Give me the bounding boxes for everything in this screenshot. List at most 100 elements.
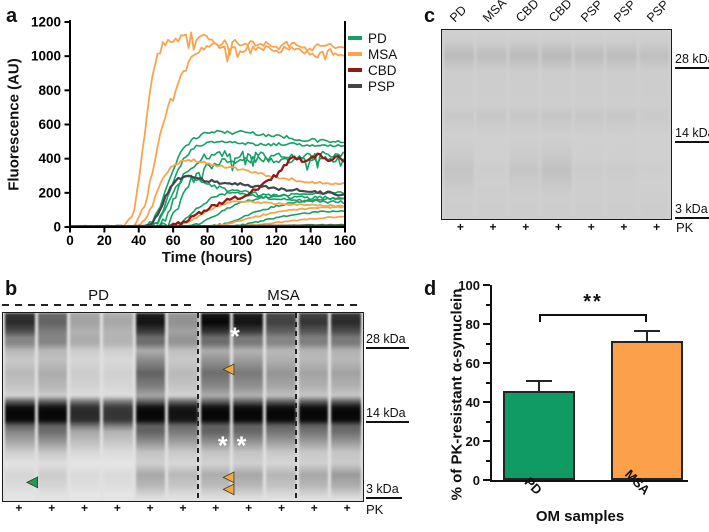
d-y-tick bbox=[483, 401, 490, 403]
a-axes bbox=[69, 20, 346, 228]
blot-c-lane-1 bbox=[444, 30, 475, 219]
a-y-tick-label: 800 bbox=[38, 83, 61, 98]
c-pk-plus: + bbox=[587, 220, 595, 234]
legend-label-psp: PSP bbox=[368, 78, 396, 94]
d-y-tick bbox=[483, 284, 490, 286]
d-y-tick-label: 100 bbox=[458, 278, 480, 293]
d-x-axis bbox=[490, 480, 688, 482]
d-y-tick bbox=[483, 479, 490, 481]
blot-b-lane-8 bbox=[233, 313, 264, 501]
blot-b-lane-9 bbox=[266, 313, 296, 501]
c-lane-label-psp-5: PSP bbox=[578, 0, 606, 25]
a-x-tick-label: 140 bbox=[299, 233, 322, 248]
series-line-msa bbox=[69, 158, 345, 228]
b-marker-3kda-label: 3 kDa bbox=[366, 482, 402, 499]
d-y-tick-label: 40 bbox=[465, 395, 480, 410]
d-y-tick-label: 60 bbox=[465, 356, 480, 371]
blot-b-lanes bbox=[3, 313, 363, 501]
blot-b-lane-4 bbox=[102, 313, 133, 501]
significance-bracket-end bbox=[645, 314, 647, 323]
legend-item: CBD bbox=[348, 62, 397, 78]
blot-b-lane-10 bbox=[298, 313, 329, 501]
c-lane-label-psp-7: PSP bbox=[643, 0, 672, 25]
a-x-tick-label: 60 bbox=[166, 233, 181, 248]
white-asterisk: * bbox=[229, 322, 241, 351]
b-group-label-pd: PD bbox=[88, 287, 109, 304]
d-plot-area: 0 20 40 60 80 100 PD MSA bbox=[420, 275, 709, 532]
panel-a-letter: a bbox=[6, 5, 18, 27]
c-pk-plus: + bbox=[522, 220, 530, 234]
bar-msa bbox=[611, 340, 683, 480]
western-blot-b: ◀ * ◀ * * ◀ ◀ bbox=[2, 312, 364, 502]
b-pk-plus: + bbox=[277, 501, 285, 515]
blot-b-lane-3 bbox=[70, 313, 100, 501]
blot-c-lane-4 bbox=[541, 30, 572, 219]
b-pk-plus: + bbox=[113, 501, 121, 515]
a-y-tick-label: 0 bbox=[53, 220, 61, 235]
b-pk-plus: + bbox=[310, 501, 318, 515]
western-blot-c bbox=[441, 29, 672, 220]
c-pk-plus: + bbox=[554, 220, 563, 234]
significance-bracket-end bbox=[539, 314, 541, 323]
panel-d-letter: d bbox=[424, 278, 437, 300]
blot-c-lane-2 bbox=[476, 30, 507, 219]
a-y-tick-label: 600 bbox=[38, 117, 61, 132]
d-y-tick bbox=[483, 440, 490, 442]
b-lane-divider bbox=[197, 313, 200, 501]
d-y-tick-label: 80 bbox=[465, 317, 480, 332]
legend-dash-msa bbox=[348, 52, 362, 56]
c-lane-label-pd-1: PD bbox=[447, 2, 470, 25]
d-x-axis-title: OM samples bbox=[535, 508, 625, 525]
c-lane-label-cbd-3: CBD bbox=[512, 0, 542, 25]
series-line-msa bbox=[69, 31, 345, 228]
white-double-asterisk: * * bbox=[217, 431, 248, 460]
a-x-tick-label: 160 bbox=[334, 233, 357, 248]
blot-b-lane-11 bbox=[331, 313, 362, 501]
blot-b-lane-7 bbox=[200, 313, 231, 501]
blot-c-lane-6 bbox=[606, 30, 637, 219]
b-pk-plus: + bbox=[48, 501, 56, 515]
d-y-minor-tick bbox=[486, 342, 490, 345]
a-y-tick-label: 1000 bbox=[31, 49, 61, 64]
c-lane-label-cbd-4: CBD bbox=[545, 0, 575, 25]
b-group-label-msa: MSA bbox=[267, 287, 300, 304]
blot-b-lane-5 bbox=[135, 313, 166, 501]
legend-item: PSP bbox=[348, 78, 397, 94]
error-bar-cap bbox=[526, 379, 552, 382]
legend-label-pd: PD bbox=[368, 30, 387, 46]
c-pk-plus: + bbox=[456, 220, 464, 234]
b-pk-label: PK bbox=[366, 502, 384, 517]
a-x-axis-title: Time (hours) bbox=[161, 249, 253, 266]
b-pk-plus: + bbox=[81, 501, 89, 515]
a-x-tick-label: 100 bbox=[231, 233, 254, 248]
b-dashed-line-left bbox=[2, 304, 195, 307]
legend-label-cbd: CBD bbox=[368, 62, 397, 78]
c-pk-plus: + bbox=[620, 220, 628, 234]
blot-c-lanes bbox=[442, 30, 671, 219]
blot-b-annotations: ◀ * ◀ * * ◀ ◀ bbox=[3, 313, 363, 501]
b-pk-plus: + bbox=[343, 501, 351, 515]
c-marker-3kda: 3 kDa bbox=[675, 202, 709, 219]
panel-c-letter: c bbox=[424, 5, 436, 27]
d-y-minor-tick bbox=[486, 303, 490, 306]
d-y-axis bbox=[490, 285, 492, 480]
significance-stars: ** bbox=[583, 291, 603, 313]
blot-b-lane-6 bbox=[168, 313, 198, 501]
c-pk-plus: + bbox=[489, 220, 497, 234]
blot-b-lane-1 bbox=[5, 313, 35, 501]
c-marker-28kda-label: 28 kDa bbox=[675, 52, 709, 69]
legend-item: MSA bbox=[348, 46, 397, 62]
series-line-msa bbox=[69, 42, 345, 228]
a-x-tick-label: 80 bbox=[200, 233, 215, 248]
a-x-tick-label: 0 bbox=[66, 233, 74, 248]
fluorescence-line-chart: 0 200 400 600 800 1000 1200 0 20 40 60 80 100 120 140 1… bbox=[31, 15, 357, 249]
a-y-tick-label: 1200 bbox=[31, 15, 61, 30]
d-y-minor-tick bbox=[486, 459, 490, 462]
c-lane-label-psp-6: PSP bbox=[611, 0, 639, 25]
b-pk-plus: + bbox=[179, 501, 187, 515]
d-y-tick bbox=[483, 323, 490, 325]
b-pk-plus: + bbox=[15, 501, 23, 515]
green-arrowhead: ◀ bbox=[26, 473, 38, 490]
a-x-tick-label: 120 bbox=[265, 233, 288, 248]
